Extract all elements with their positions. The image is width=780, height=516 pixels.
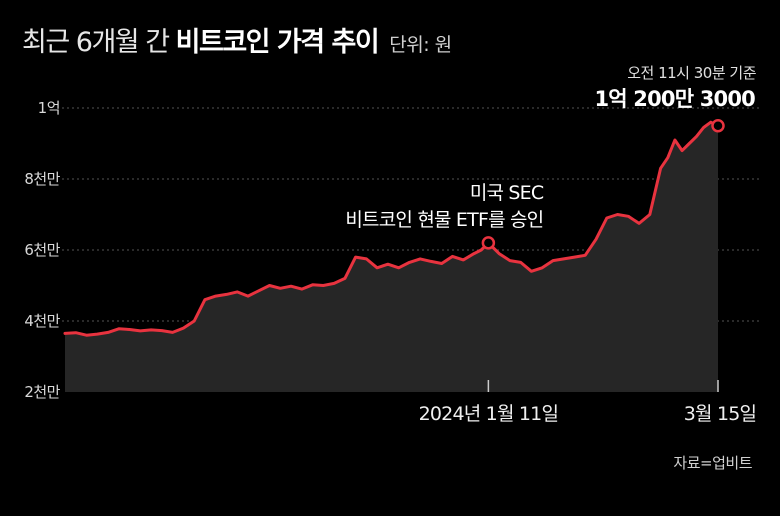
source-note: 자료=업비트 — [673, 452, 752, 473]
y-tick-label: 8천만 — [24, 170, 60, 188]
price-area — [65, 122, 718, 392]
x-tick-label: 3월 15일 — [684, 403, 756, 425]
latest-price-marker — [713, 120, 724, 131]
y-tick-label: 4천만 — [24, 312, 60, 330]
latest-price-value: 1억 200만 3000 — [594, 87, 755, 111]
y-tick-label: 1억 — [38, 99, 60, 117]
price-time-label: 오전 11시 30분 기준 — [627, 64, 756, 82]
etf-annotation-line: 비트코인 현물 ETF를 승인 — [345, 209, 543, 231]
etf-annotation-line: 미국 SEC — [470, 182, 544, 204]
y-tick-label: 2천만 — [24, 383, 60, 401]
x-tick-label: 2024년 1월 11일 — [419, 403, 559, 425]
y-tick-label: 6천만 — [24, 241, 60, 259]
etf-approval-marker — [483, 237, 494, 248]
